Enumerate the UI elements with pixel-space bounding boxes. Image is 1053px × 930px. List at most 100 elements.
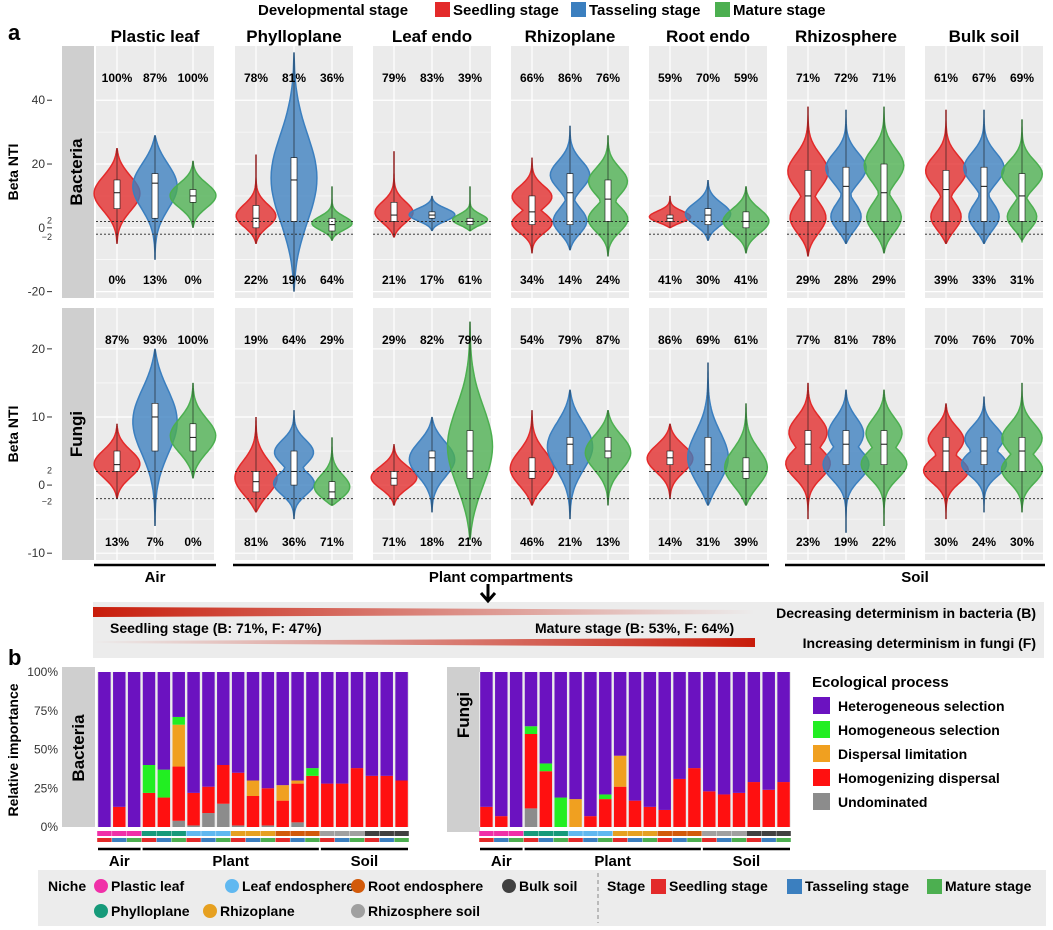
niche-label-rhizoplane: Rhizoplane	[220, 903, 295, 919]
bar-fungi-2-heterogeneous-selection	[495, 672, 508, 817]
bar-fungi-18-homogenizing-dispersal	[732, 792, 746, 827]
box-fungi-leaf-endo-stage2	[428, 450, 436, 472]
niche-label-bulk-soil: Bulk soil	[519, 878, 577, 894]
niche-strip-fungi-4	[523, 831, 539, 836]
bar-bacteria-18-heterogeneous-selection	[350, 672, 364, 769]
bar-fungi-15-heterogeneous-selection	[688, 672, 701, 769]
stage-legend-title: Developmental stage	[258, 2, 408, 19]
pct-bottom-fungi-leaf-endo-stage3: 21%	[458, 535, 482, 549]
box-fungi-root-endo-stage2	[704, 437, 712, 472]
bar-bacteria-14-undominated	[291, 822, 304, 827]
niche-strip-fungi-19	[746, 831, 762, 836]
pct-top-bacteria-rhizosphere-stage2: 72%	[834, 71, 858, 85]
pct-top-fungi-bulk-soil-stage3: 70%	[1010, 333, 1034, 347]
stage-strip-bacteria-11	[245, 838, 261, 842]
box-fungi-plastic-leaf-stage1	[113, 450, 121, 472]
stage-strip-fungi-1	[479, 838, 494, 842]
bar-bacteria-17-homogenizing-dispersal	[335, 783, 349, 827]
niche-dot-plastic-leaf	[94, 879, 108, 893]
bar-bacteria-11-homogenizing-dispersal	[246, 796, 260, 827]
eco-legend-dispersal: Dispersal limitation	[813, 745, 967, 762]
y-tick-ref-pos-bacteria: 2	[47, 215, 52, 225]
pct-top-fungi-leaf-endo-stage1: 29%	[382, 333, 406, 347]
pct-top-fungi-root-endo-stage1: 86%	[658, 333, 682, 347]
stage-strip-bacteria-2	[112, 838, 127, 842]
bar-fungi-8-homogenizing-dispersal	[584, 816, 597, 827]
bar-fungi-12-heterogeneous-selection	[643, 672, 657, 807]
box-bacteria-bulk-soil-stage1	[942, 170, 950, 222]
eco-swatch-undominated	[813, 793, 830, 810]
box-fungi-phylloplane-stage3	[328, 481, 336, 500]
bar-bacteria-11-heterogeneous-selection	[246, 672, 260, 781]
niche-title: Niche	[48, 878, 86, 894]
pct-top-fungi-bulk-soil-stage1: 70%	[934, 333, 958, 347]
niche-strip-fungi-10	[612, 831, 628, 836]
bar-y-tick: 25%	[34, 781, 58, 795]
pct-bottom-bacteria-rhizosphere-stage1: 29%	[796, 273, 820, 287]
niche-strip-bacteria-7	[186, 831, 201, 836]
bar-fungi-13-homogenizing-dispersal	[658, 809, 671, 827]
bar-bacteria-18-homogenizing-dispersal	[350, 768, 364, 827]
bar-fungi-2-homogenizing-dispersal	[495, 816, 508, 827]
bar-fungi-7-dispersal-limitation	[569, 799, 582, 827]
pct-bottom-bacteria-bulk-soil-stage1: 39%	[934, 273, 958, 287]
niche-strip-fungi-18	[731, 831, 747, 836]
niche-strip-fungi-21	[776, 831, 791, 836]
pct-top-bacteria-bulk-soil-stage1: 61%	[934, 71, 958, 85]
eco-label-undominated: Undominated	[838, 794, 927, 810]
pct-top-fungi-plastic-leaf-stage2: 93%	[143, 333, 167, 347]
bar-group-label-fungi-plant: Plant	[594, 853, 631, 870]
box-bacteria-plastic-leaf-stage2	[151, 173, 159, 219]
bar-group-label-bacteria-plant: Plant	[212, 853, 249, 870]
stage-strip-bacteria-18	[349, 838, 365, 842]
niche-dot-leaf-endosphere	[225, 879, 239, 893]
stage-strip-fungi-7	[568, 838, 583, 842]
pct-bottom-fungi-rhizosphere-stage3: 22%	[872, 535, 896, 549]
mature-summary: Mature stage (B: 53%, F: 64%)	[535, 620, 734, 636]
y-tick-ref-pos-fungi: 2	[47, 465, 52, 475]
bar-fungi-5-homogeneous-selection	[539, 763, 553, 772]
box-fungi-rhizoplane-stage2	[566, 437, 574, 465]
bar-bacteria-19-homogenizing-dispersal	[365, 775, 379, 827]
y-tick-bacteria: 0	[38, 221, 45, 235]
stage-strip-bacteria-8	[201, 838, 216, 842]
fungi-gradient-bar	[93, 638, 755, 647]
stage-strip-fungi-9	[598, 838, 613, 842]
box-bacteria-rhizosphere-stage2	[842, 166, 850, 222]
bar-bacteria-2-heterogeneous-selection	[113, 672, 126, 807]
bar-bacteria-5-heterogeneous-selection	[157, 672, 171, 770]
pct-top-bacteria-rhizosphere-stage3: 71%	[872, 71, 896, 85]
niche-strip-bacteria-5	[156, 831, 172, 836]
pct-top-fungi-leaf-endo-stage3: 79%	[458, 333, 482, 347]
niche-strip-fungi-6	[553, 831, 568, 836]
niche-strip-fungi-16	[702, 831, 717, 836]
pct-bottom-fungi-root-endo-stage1: 14%	[658, 535, 682, 549]
eco-legend-undominated: Undominated	[813, 793, 927, 810]
pct-bottom-fungi-phylloplane-stage1: 81%	[244, 535, 268, 549]
bar-fungi-11-heterogeneous-selection	[628, 672, 642, 801]
bar-fungi-7-heterogeneous-selection	[569, 672, 582, 800]
bar-bacteria-12-undominated	[261, 825, 275, 827]
niche-strip-bacteria-21	[394, 831, 409, 836]
y-axis-label-bacteria: Beta NTI	[5, 144, 21, 201]
facet-title-root-endo: Root endo	[666, 27, 750, 46]
stage-strip-bacteria-20	[379, 838, 394, 842]
bar-fungi-10-homogenizing-dispersal	[613, 786, 627, 827]
stage-strip-fungi-18	[731, 838, 747, 842]
niche-label-phylloplane: Phylloplane	[111, 903, 190, 919]
bar-bacteria-8-homogenizing-dispersal	[202, 786, 215, 814]
bar-bacteria-11-dispersal-limitation	[246, 780, 260, 796]
bar-y-tick: 75%	[34, 704, 58, 718]
niche-strip-bacteria-15	[305, 831, 320, 836]
niche-strip-fungi-3	[508, 831, 524, 836]
bar-fungi-21-heterogeneous-selection	[777, 672, 790, 783]
bar-bacteria-12-homogenizing-dispersal	[261, 788, 275, 826]
bar-fungi-9-heterogeneous-selection	[599, 672, 612, 795]
stage-strip-bacteria-19	[364, 838, 380, 842]
bar-fungi-4-homogeneous-selection	[524, 726, 538, 734]
bar-fungi-12-homogenizing-dispersal	[643, 806, 657, 827]
pct-bottom-fungi-root-endo-stage3: 39%	[734, 535, 758, 549]
pct-bottom-bacteria-root-endo-stage1: 41%	[658, 273, 682, 287]
bacteria-gradient-bar	[93, 607, 755, 617]
bar-fungi-4-heterogeneous-selection	[524, 672, 538, 727]
